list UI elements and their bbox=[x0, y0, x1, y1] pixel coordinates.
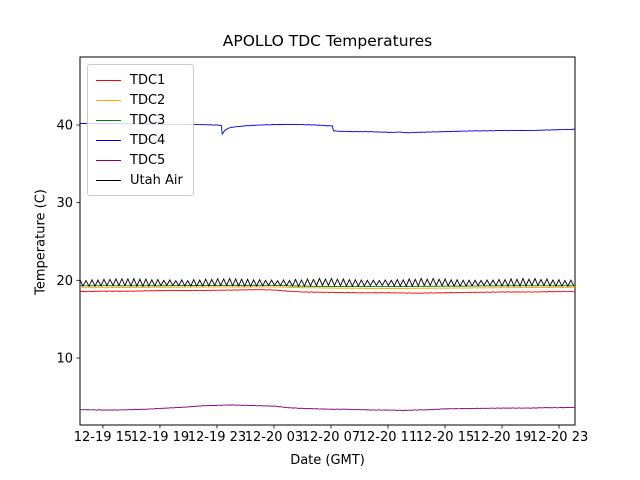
legend-line-sample bbox=[96, 119, 121, 121]
x-tick-label: 12-20 03 bbox=[245, 430, 303, 445]
y-tick-label: 30 bbox=[56, 196, 73, 211]
legend-item-label: TDC2 bbox=[130, 92, 166, 108]
x-tick-label: 12-20 15 bbox=[416, 430, 474, 445]
legend-line-sample bbox=[96, 179, 121, 181]
legend-item-label: TDC5 bbox=[130, 152, 166, 168]
x-tick-label: 12-19 23 bbox=[188, 430, 246, 445]
legend-item: Utah Air bbox=[96, 170, 183, 190]
y-axis-label: Temperature (C) bbox=[33, 189, 49, 295]
legend-item: TDC1 bbox=[96, 70, 183, 90]
legend-line-sample bbox=[96, 79, 121, 81]
y-tick-label: 40 bbox=[56, 119, 73, 134]
x-tick-label: 12-20 23 bbox=[530, 430, 588, 445]
series-line-tdc3 bbox=[79, 284, 576, 288]
series-line-tdc1 bbox=[79, 289, 576, 294]
x-tick-label: 12-19 15 bbox=[74, 430, 132, 445]
x-tick-label: 12-20 19 bbox=[473, 430, 531, 445]
y-tick-label: 10 bbox=[56, 351, 73, 366]
legend-line-sample bbox=[96, 159, 121, 161]
series-line-tdc2 bbox=[79, 286, 576, 290]
legend-line-sample bbox=[96, 99, 121, 101]
series-line-tdc5 bbox=[79, 404, 576, 412]
legend: TDC1 TDC2 TDC3 TDC4 TDC5 Utah Air bbox=[87, 64, 194, 196]
legend-item-label: Utah Air bbox=[130, 172, 183, 188]
legend-item-label: TDC4 bbox=[130, 132, 166, 148]
legend-item-label: TDC1 bbox=[130, 72, 166, 88]
legend-line-sample bbox=[96, 139, 121, 141]
x-tick-label: 12-20 07 bbox=[302, 430, 360, 445]
y-tick-label: 20 bbox=[56, 274, 73, 289]
legend-item: TDC5 bbox=[96, 150, 183, 170]
legend-item-label: TDC3 bbox=[130, 112, 166, 128]
axes-frame bbox=[79, 56, 576, 426]
x-tick-label: 12-20 11 bbox=[359, 430, 417, 445]
legend-item: TDC4 bbox=[96, 130, 183, 150]
x-axis-label: Date (GMT) bbox=[290, 453, 365, 468]
legend-item: TDC2 bbox=[96, 90, 183, 110]
legend-item: TDC3 bbox=[96, 110, 183, 130]
chart-title: APOLLO TDC Temperatures bbox=[222, 32, 433, 50]
x-tick-label: 12-19 19 bbox=[131, 430, 189, 445]
series-line-utah-air bbox=[79, 277, 575, 288]
